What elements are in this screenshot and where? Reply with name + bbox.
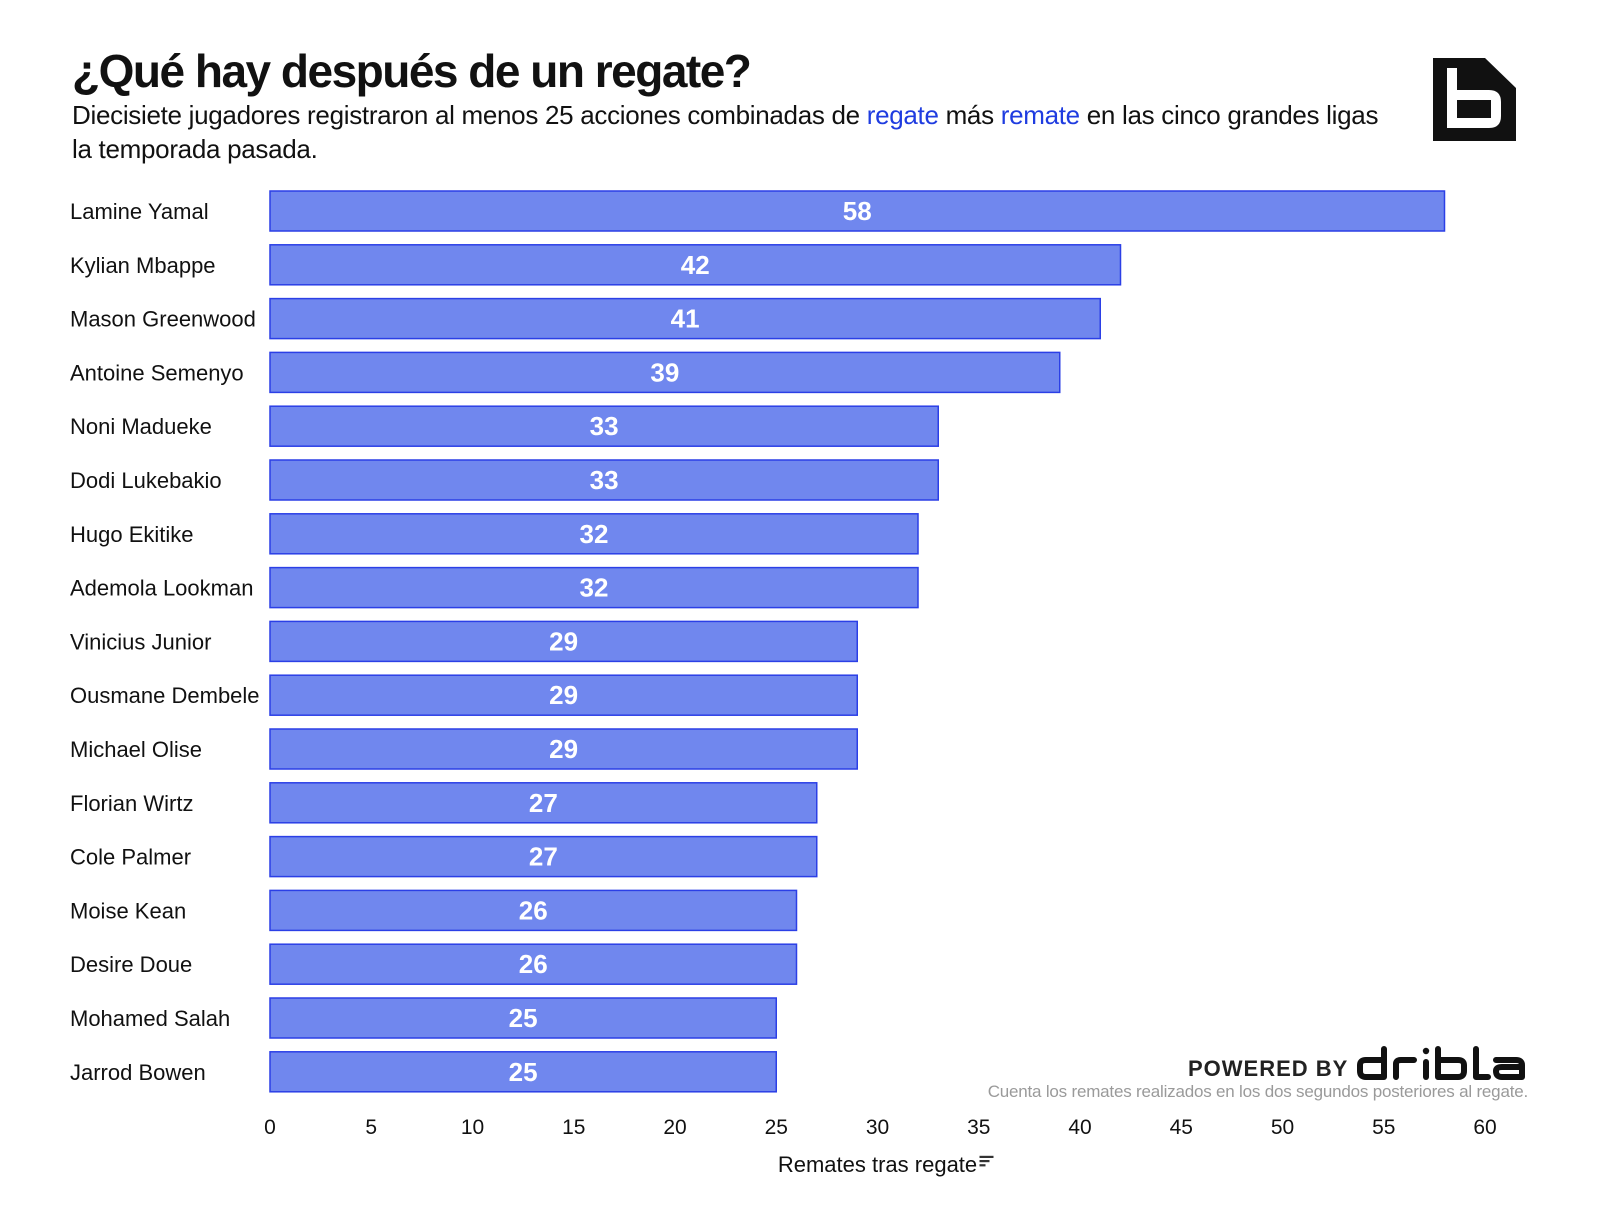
bar [269, 190, 1446, 232]
powered-by-driblab: POWERED BY [1188, 1046, 1528, 1086]
category-label: Antoine Semenyo [70, 360, 244, 385]
category-label: Noni Madueke [70, 414, 212, 439]
bar [269, 405, 939, 447]
category-label: Moise Kean [70, 898, 186, 923]
category-label: Kylian Mbappe [70, 253, 216, 278]
subtitle-text-2: más [938, 100, 1001, 130]
category-label: Hugo Ekitike [70, 522, 194, 547]
bar-value-label: 33 [590, 411, 619, 441]
bar [269, 513, 919, 555]
bar [269, 1051, 777, 1093]
x-tick-label: 25 [765, 1116, 788, 1139]
x-tick-label: 60 [1473, 1116, 1496, 1139]
driblab-logo-icon [1357, 1046, 1525, 1080]
bar [269, 674, 858, 716]
x-axis-title: Remates tras regate [778, 1152, 977, 1177]
x-tick-label: 45 [1170, 1116, 1193, 1139]
powered-by-label: POWERED BY [1188, 1056, 1349, 1081]
footnote: Cuenta los remates realizados en los dos… [987, 1082, 1529, 1101]
category-label: Mohamed Salah [70, 1006, 230, 1031]
bar-value-label: 42 [681, 250, 710, 280]
x-tick-label: 30 [866, 1116, 889, 1139]
subtitle-highlight-regate: regate [866, 100, 939, 130]
category-label: Ademola Lookman [70, 576, 253, 601]
category-label: Dodi Lukebakio [70, 468, 222, 493]
bar-value-label: 32 [580, 519, 609, 549]
bar [269, 835, 818, 878]
category-label: Lamine Yamal [70, 199, 209, 224]
bar [269, 889, 798, 932]
bar-value-label: 33 [590, 465, 619, 495]
bar-value-label: 39 [650, 357, 679, 387]
category-label: Vinicius Junior [70, 629, 211, 654]
bar-value-label: 29 [549, 734, 578, 764]
bar [269, 620, 858, 663]
category-label: Mason Greenwood [70, 307, 256, 332]
category-label: Desire Doue [70, 952, 192, 977]
x-tick-label: 55 [1372, 1116, 1395, 1139]
x-tick-label: 40 [1068, 1116, 1091, 1139]
category-label: Jarrod Bowen [70, 1060, 206, 1085]
bar [269, 782, 818, 824]
bar-value-label: 25 [509, 1057, 538, 1087]
bar-value-label: 41 [671, 304, 700, 334]
x-tick-label: 5 [365, 1116, 377, 1139]
bar-value-label: 26 [519, 949, 548, 979]
bars [269, 190, 1446, 1093]
chart-title: ¿Qué hay después de un regate? [72, 45, 752, 97]
bar [269, 943, 798, 985]
b-logo-icon [1433, 58, 1516, 141]
bar [269, 459, 939, 501]
bar-value-label: 29 [549, 626, 578, 656]
x-axis-ticks: 0 5 10 15 20 25 30 35 40 45 50 55 60 [264, 1116, 1497, 1139]
bar [269, 728, 858, 770]
subtitle-text-3: en las cinco grandes ligas la temporada … [72, 100, 1379, 164]
bar [269, 297, 1101, 340]
bar-value-label: 27 [529, 788, 558, 818]
x-tick-label: 20 [663, 1116, 686, 1139]
bar-value-label: 58 [843, 196, 872, 226]
subtitle-highlight-remate: remate [1000, 100, 1080, 130]
category-label: Ousmane Dembele [70, 683, 260, 708]
bar-value-label: 32 [580, 573, 609, 603]
category-labels: Lamine Yamal Kylian Mbappe Mason Greenwood… [70, 199, 260, 1085]
bar [269, 566, 919, 609]
x-tick-label: 15 [562, 1116, 585, 1139]
category-label: Cole Palmer [70, 845, 191, 870]
x-tick-label: 50 [1271, 1116, 1294, 1139]
x-tick-label: 0 [264, 1116, 276, 1139]
x-tick-label: 35 [967, 1116, 990, 1139]
bar-value-label: 27 [529, 842, 558, 872]
bar-value-label: 26 [519, 895, 548, 925]
sort-icon [979, 1155, 994, 1167]
chart-subtitle: Diecisiete jugadores registraron al meno… [72, 98, 1392, 166]
category-label: Michael Olise [70, 737, 202, 762]
bar [269, 244, 1122, 286]
subtitle-text: Diecisiete jugadores registraron al meno… [72, 100, 867, 130]
x-tick-label: 10 [461, 1116, 484, 1139]
bar [269, 997, 777, 1039]
bar-value-label: 25 [509, 1003, 538, 1033]
category-label: Florian Wirtz [70, 791, 193, 816]
bar-value-label: 29 [549, 680, 578, 710]
bar [269, 351, 1061, 394]
